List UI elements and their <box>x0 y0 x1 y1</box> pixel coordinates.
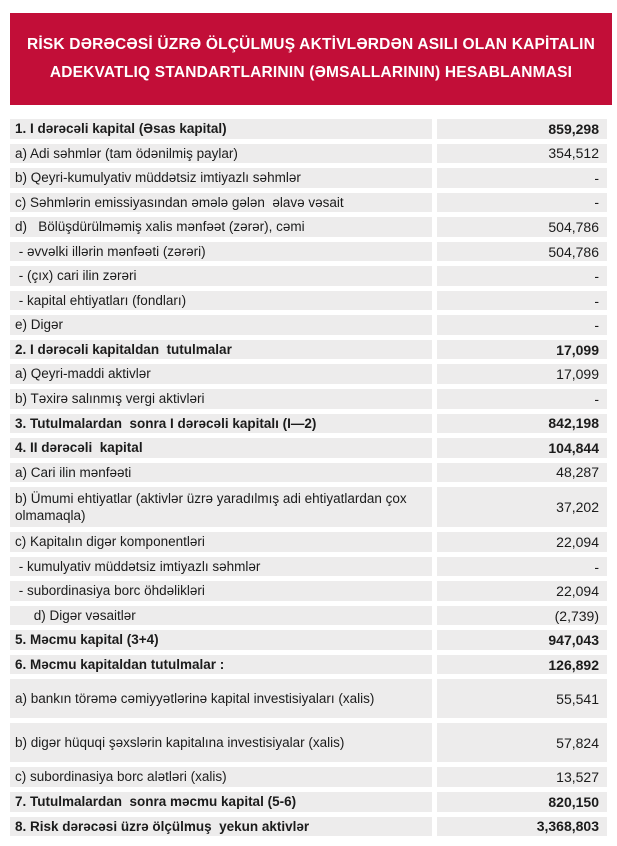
table-row: 5. Məcmu kapital (3+4) 947,043 <box>10 630 607 650</box>
row-value: - <box>437 290 607 311</box>
row-value: (2,739) <box>437 605 607 626</box>
row-value: - <box>437 315 607 335</box>
row-label: - əvvəlki illərin mənfəəti (zərəri) <box>10 241 432 262</box>
table-row: a) Cari ilin mənfəəti 48,287 <box>10 462 607 483</box>
row-label: c) subordinasiya borc alətləri (xalis) <box>10 767 432 788</box>
table-row: e) Digər - <box>10 315 607 335</box>
row-value: 55,541 <box>437 679 607 719</box>
row-label: d) Bölüşdürülməmiş xalis mənfəət (zərər)… <box>10 217 432 237</box>
row-value: - <box>437 556 607 577</box>
row-value: 504,786 <box>437 241 607 262</box>
row-label: 2. I dərəcəli kapitaldan tutulmalar <box>10 339 432 360</box>
row-value: 17,099 <box>437 364 607 385</box>
table-row: 6. Məcmu kapitaldan tutulmalar : 126,892 <box>10 654 607 675</box>
row-label: - (çıx) cari ilin zərəri <box>10 266 432 286</box>
table-row: b) digər hüquqi şəxslərin kapitalına inv… <box>10 723 607 763</box>
row-label: a) Cari ilin mənfəəti <box>10 462 432 483</box>
table-row: a) bankın törəmə cəmiyyətlərinə kapital … <box>10 679 607 719</box>
row-value: 57,824 <box>437 723 607 763</box>
table-row: - (çıx) cari ilin zərəri - <box>10 266 607 286</box>
row-label: b) Qeyri-kumulyativ müddətsiz imtiyazlı … <box>10 168 432 188</box>
report-title-banner: RİSK DƏRƏCƏSİ ÜZRƏ ÖLÇÜLMUŞ AKTİVLƏRDƏN … <box>10 13 612 105</box>
table-row: 1. I dərəcəli kapital (Əsas kapital) 859… <box>10 119 607 139</box>
row-value: 947,043 <box>437 630 607 650</box>
row-value: 859,298 <box>437 119 607 139</box>
table-row: b) Qeyri-kumulyativ müddətsiz imtiyazlı … <box>10 168 607 188</box>
row-value: 126,892 <box>437 654 607 675</box>
table-row: d) Digər vəsaitlər (2,739) <box>10 605 607 626</box>
table-row: c) Kapitalın digər komponentləri 22,094 <box>10 532 607 552</box>
table-row: - kapital ehtiyatları (fondları) - <box>10 290 607 311</box>
row-value: - <box>437 389 607 409</box>
row-value: 22,094 <box>437 532 607 552</box>
row-label: - kapital ehtiyatları (fondları) <box>10 290 432 311</box>
capital-adequacy-table: 1. I dərəcəli kapital (Əsas kapital) 859… <box>10 119 607 837</box>
row-value: 22,094 <box>437 581 607 601</box>
row-label: 3. Tutulmalardan sonra I dərəcəli kapita… <box>10 413 432 434</box>
table-row: 8. Risk dərəcəsi üzrə ölçülmuş yekun akt… <box>10 816 607 837</box>
row-label: c) Kapitalın digər komponentləri <box>10 532 432 552</box>
row-value: 13,527 <box>437 767 607 788</box>
table-row: 4. II dərəcəli kapital 104,844 <box>10 438 607 458</box>
table-row: - əvvəlki illərin mənfəəti (zərəri) 504,… <box>10 241 607 262</box>
table-row: 2. I dərəcəli kapitaldan tutulmalar 17,0… <box>10 339 607 360</box>
row-value: - <box>437 168 607 188</box>
row-label: b) Təxirə salınmış vergi aktivləri <box>10 389 432 409</box>
table-row: a) Adi səhmlər (tam ödənilmiş paylar) 35… <box>10 143 607 164</box>
row-label: 1. I dərəcəli kapital (Əsas kapital) <box>10 119 432 139</box>
table-row: - kumulyativ müddətsiz imtiyazlı səhmlər… <box>10 556 607 577</box>
row-label: - kumulyativ müddətsiz imtiyazlı səhmlər <box>10 556 432 577</box>
table-row: 3. Tutulmalardan sonra I dərəcəli kapita… <box>10 413 607 434</box>
row-value: - <box>437 266 607 286</box>
row-value: 820,150 <box>437 792 607 812</box>
row-label: - subordinasiya borc öhdəlikləri <box>10 581 432 601</box>
table-row: b) Təxirə salınmış vergi aktivləri - <box>10 389 607 409</box>
table-row: - subordinasiya borc öhdəlikləri 22,094 <box>10 581 607 601</box>
table-row: c) subordinasiya borc alətləri (xalis) 1… <box>10 767 607 788</box>
row-label: 5. Məcmu kapital (3+4) <box>10 630 432 650</box>
row-label: a) Qeyri-maddi aktivlər <box>10 364 432 385</box>
row-label: b) Ümumi ehtiyatlar (aktivlər üzrə yarad… <box>10 487 432 528</box>
table-row: 7. Tutulmalardan sonra məcmu kapital (5-… <box>10 792 607 812</box>
report-title-line1: RİSK DƏRƏCƏSİ ÜZRƏ ÖLÇÜLMUŞ AKTİVLƏRDƏN … <box>26 36 596 53</box>
row-label: 4. II dərəcəli kapital <box>10 438 432 458</box>
row-label: 8. Risk dərəcəsi üzrə ölçülmuş yekun akt… <box>10 816 432 837</box>
row-value: 17,099 <box>437 339 607 360</box>
table-row: a) Qeyri-maddi aktivlər 17,099 <box>10 364 607 385</box>
row-label: b) digər hüquqi şəxslərin kapitalına inv… <box>10 723 432 763</box>
row-value: 354,512 <box>437 143 607 164</box>
row-label: 6. Məcmu kapitaldan tutulmalar : <box>10 654 432 675</box>
row-label: e) Digər <box>10 315 432 335</box>
row-label: a) Adi səhmlər (tam ödənilmiş paylar) <box>10 143 432 164</box>
row-value: 48,287 <box>437 462 607 483</box>
table-row: d) Bölüşdürülməmiş xalis mənfəət (zərər)… <box>10 217 607 237</box>
row-value: - <box>437 192 607 213</box>
table-row: c) Səhmlərin emissiyasından əmələ gələn … <box>10 192 607 213</box>
row-value: 37,202 <box>437 487 607 528</box>
row-value: 504,786 <box>437 217 607 237</box>
report-title-line2: ADEKVATLIQ STANDARTLARININ (ƏMSALLARININ… <box>49 64 573 81</box>
row-label: a) bankın törəmə cəmiyyətlərinə kapital … <box>10 679 432 719</box>
row-value: 104,844 <box>437 438 607 458</box>
table-row: b) Ümumi ehtiyatlar (aktivlər üzrə yarad… <box>10 487 607 528</box>
row-label: 7. Tutulmalardan sonra məcmu kapital (5-… <box>10 792 432 812</box>
row-value: 3,368,803 <box>437 816 607 837</box>
row-label: d) Digər vəsaitlər <box>10 605 432 626</box>
row-value: 842,198 <box>437 413 607 434</box>
row-label: c) Səhmlərin emissiyasından əmələ gələn … <box>10 192 432 213</box>
